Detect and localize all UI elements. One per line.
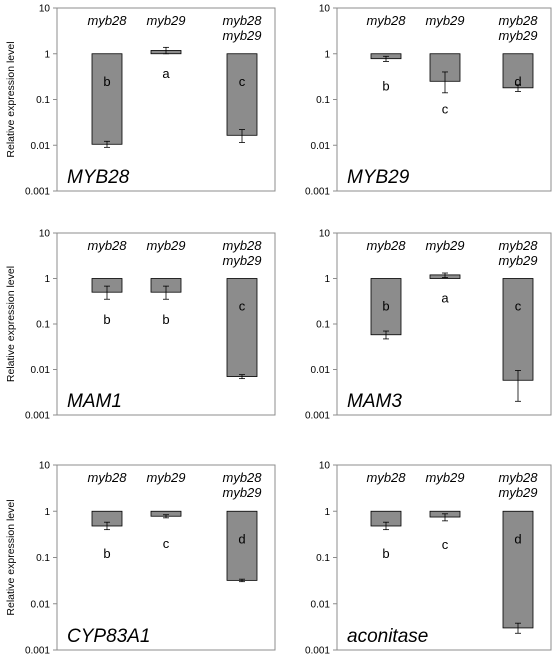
y-tick-label: 0.01 [31,599,51,610]
bar-myb28-myb29 [226,53,258,136]
y-tick-label: 1 [324,507,330,518]
gene-name: MAM3 [347,391,402,412]
y-tick-label: 10 [39,461,51,472]
bar-myb28 [91,53,123,145]
genotype-label: myb28 [87,470,127,485]
chart-panel-mam3: 1010.10.010.001myb28bmyb29amyb28myb29cMA… [305,229,552,422]
significance-letter: c [515,299,522,314]
genotype-label: myb28 [87,13,127,28]
significance-letter: b [382,79,389,94]
y-tick-label: 0.01 [31,141,51,152]
genotype-label: myb28 [222,13,262,28]
y-tick-label: 1 [324,49,330,60]
genotype-label: myb29 [498,28,537,43]
y-tick-label: 0.001 [305,411,330,422]
genotype-label: myb29 [498,253,537,268]
bar-myb28-myb29 [226,278,258,377]
genotype-label: myb29 [425,13,464,28]
chart-panel-cyp83a1: 10 1 0.1 0.01 0.001 Relative expression level… [5,461,276,657]
gene-name: aconitase [347,626,428,647]
y-tick-label: 1 [44,274,50,285]
y-axis-label: Relative expression level [5,41,17,157]
genotype-label: myb28 [87,238,127,253]
significance-letter: c [239,299,246,314]
y-tick-label: 0.01 [311,141,331,152]
y-tick-label: 0.01 [31,365,51,376]
y-tick-label: 10 [39,229,51,240]
y-tick-label: 0.1 [316,95,330,106]
gene-name: MYB28 [67,167,130,188]
genotype-label: myb28 [366,238,406,253]
y-tick-label: 10 [319,229,331,240]
gene-name: MYB29 [347,167,410,188]
y-axis-label: Relative expression level [5,499,17,615]
y-tick-label: 1 [44,507,50,518]
y-tick-label: 10 [319,4,331,15]
y-tick-label: 0.1 [36,320,50,331]
y-tick-label: 0.01 [311,365,331,376]
bar-myb28-myb29 [502,278,534,381]
chart-panel-myb29: 1010.10.010.001myb28bmyb29cmyb28myb29dMY… [305,4,552,198]
y-tick-label: 0.1 [316,553,330,564]
genotype-label: myb28 [222,238,262,253]
genotype-label: myb28 [498,470,538,485]
significance-letter: b [382,299,389,314]
significance-letter: c [239,74,246,89]
y-tick-label: 0.001 [305,646,330,657]
significance-letter: c [442,101,449,116]
y-axis-label: Relative expression level [5,266,17,382]
genotype-label: myb28 [498,13,538,28]
y-tick-label: 0.1 [316,320,330,331]
genotype-label: myb29 [222,253,261,268]
genotype-label: myb28 [222,470,262,485]
significance-letter: b [103,312,110,327]
y-tick-label: 0.001 [25,411,50,422]
bar-myb28-myb29 [502,510,534,629]
significance-letter: d [514,531,521,546]
y-tick-label: 0.001 [25,646,50,657]
significance-letter: b [162,312,169,327]
genotype-label: myb29 [146,470,185,485]
significance-letter: b [103,546,110,561]
genotype-label: myb29 [222,28,261,43]
genotype-label: myb29 [498,485,537,500]
gene-name: CYP83A1 [67,626,150,647]
y-tick-label: 0.1 [36,95,50,106]
significance-letter: b [382,546,389,561]
gene-name: MAM1 [67,391,122,412]
y-tick-label: 0.001 [305,187,330,198]
significance-letter: c [442,537,449,552]
significance-letter: a [441,291,449,306]
genotype-label: myb29 [146,13,185,28]
genotype-label: myb29 [146,238,185,253]
y-tick-label: 1 [44,49,50,60]
genotype-label: myb29 [425,238,464,253]
significance-letter: c [163,536,170,551]
chart-panel-aconitase: 1010.10.010.001myb28bmyb29cmyb28myb29dac… [305,461,552,657]
y-tick-label: 10 [319,461,331,472]
significance-letter: b [103,74,110,89]
bar-myb28-myb29 [226,510,258,581]
y-tick-label: 0.001 [25,187,50,198]
genotype-label: myb28 [366,13,406,28]
significance-letter: d [238,531,245,546]
genotype-label: myb28 [366,470,406,485]
bar-myb28-myb29 [502,53,534,89]
chart-panel-mam1: 10 1 0.1 0.01 0.001 Relative expression level… [5,229,276,422]
y-tick-label: 10 [39,4,51,15]
genotype-label: myb29 [425,470,464,485]
y-tick-label: 1 [324,274,330,285]
y-tick-label: 0.01 [311,599,331,610]
y-tick-label: 0.1 [36,553,50,564]
genotype-label: myb28 [498,238,538,253]
chart-panel-myb28: 10 1 0.1 0.01 0.001 Relative expression level… [5,4,276,198]
genotype-label: myb29 [222,485,261,500]
significance-letter: d [514,74,521,89]
significance-letter: a [162,66,170,81]
